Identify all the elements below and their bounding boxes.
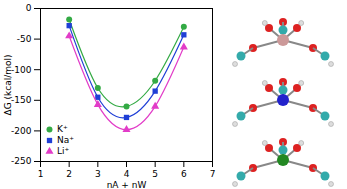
- svg-text:0: 0: [26, 3, 32, 13]
- svg-text:4: 4: [124, 169, 130, 179]
- svg-text:-100: -100: [11, 65, 32, 75]
- svg-text:2: 2: [66, 169, 72, 179]
- svg-text:nA + nW: nA + nW: [107, 180, 147, 189]
- svg-text:6: 6: [181, 169, 187, 179]
- svg-text:-150: -150: [11, 95, 32, 105]
- html-text:K⁺: K⁺: [57, 124, 68, 134]
- svg-text:ΔG (kcal/mol): ΔG (kcal/mol): [3, 55, 13, 116]
- html-text:Li⁺: Li⁺: [57, 146, 70, 156]
- svg-text:-50: -50: [17, 34, 32, 44]
- svg-text:1: 1: [38, 169, 44, 179]
- svg-text:-250: -250: [11, 156, 32, 166]
- svg-text:5: 5: [152, 169, 158, 179]
- svg-text:7: 7: [210, 169, 216, 179]
- svg-text:-200: -200: [11, 126, 32, 136]
- html-text:Na⁺: Na⁺: [57, 135, 74, 145]
- svg-text:3: 3: [95, 169, 101, 179]
